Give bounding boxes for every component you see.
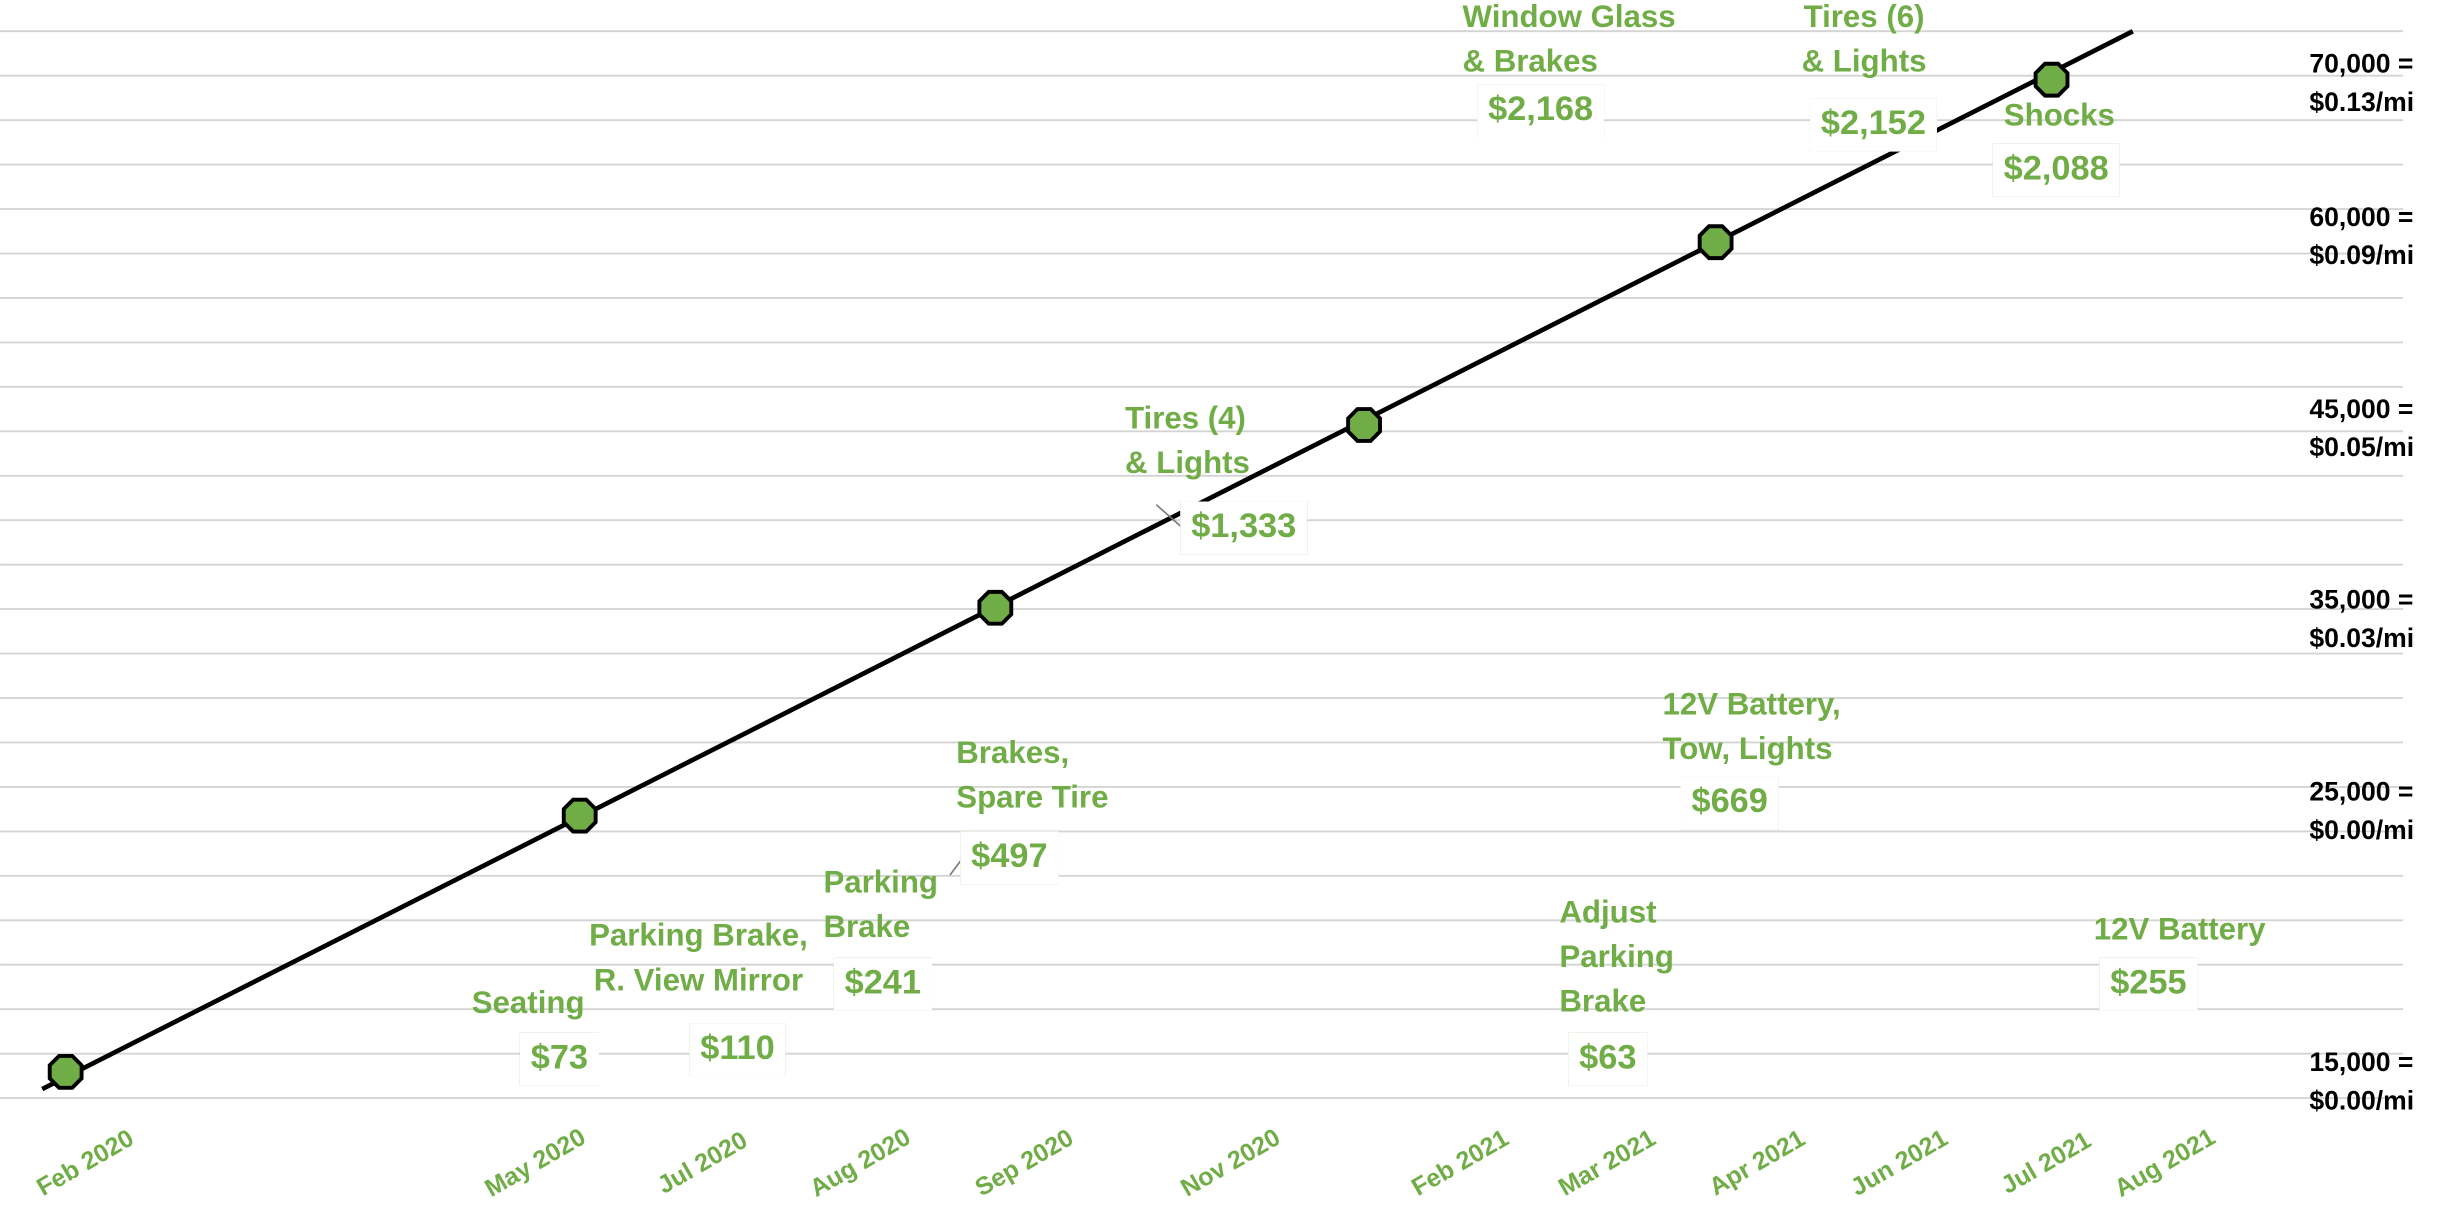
expense-box-face — [519, 1032, 599, 1086]
expense-box: $669 — [1680, 776, 1779, 830]
expense-box: $63 — [1568, 1032, 1648, 1086]
milestone-marker — [1346, 407, 1382, 443]
milestone-label: $0.05/mi — [2309, 432, 2414, 462]
expense-box-face — [689, 1023, 786, 1077]
expense-title: Parking Brake, — [589, 918, 808, 953]
expense-box: $2,088 — [1992, 143, 2120, 197]
milestone-label: 25,000 = — [2309, 777, 2413, 807]
expense-box-face — [2099, 957, 2198, 1011]
x-tick-label: May 2020 — [480, 1123, 590, 1203]
milestone-marker — [2033, 61, 2070, 98]
x-tick-label: Sep 2020 — [970, 1124, 1078, 1202]
expense-box: $255 — [2099, 957, 2198, 1011]
expense-title: Adjust — [1559, 894, 1657, 929]
milestone-marker — [47, 1053, 84, 1090]
expense-title: Tires (6) — [1804, 0, 1925, 34]
expense-title: Parking — [823, 865, 938, 900]
expense-title: Brake — [1559, 983, 1646, 1018]
grid — [0, 30, 2404, 1100]
expense-box-face — [1992, 143, 2120, 197]
x-tick-label: Aug 2021 — [2110, 1123, 2220, 1203]
milestone-label: $0.03/mi — [2309, 623, 2414, 653]
expense-title: Tires (4) — [1125, 401, 1246, 436]
expense-title: Tow, Lights — [1662, 731, 1832, 766]
expense-amount: $1,333 — [1191, 507, 1296, 545]
expense-amount: $2,088 — [2004, 149, 2109, 187]
x-tick-label: Aug 2020 — [805, 1123, 915, 1203]
expense-amount: $110 — [700, 1029, 775, 1067]
expense-box: $1,333 — [1180, 501, 1308, 555]
expense-box: $73 — [519, 1032, 599, 1086]
milestone-label: $0.00/mi — [2309, 815, 2414, 845]
expense-amount: $497 — [971, 837, 1047, 875]
expense-box-face — [1680, 776, 1779, 830]
milestone-label: $0.00/mi — [2309, 1085, 2414, 1115]
expense-title: R. View Mirror — [594, 962, 803, 997]
x-tick-label: Nov 2020 — [1176, 1123, 1285, 1202]
expense-title: & Lights — [1802, 44, 1927, 79]
expense-box-face — [1477, 84, 1605, 138]
trend-line — [41, 29, 2134, 1092]
milestone-label: 45,000 = — [2309, 394, 2413, 424]
milestone-marker — [561, 797, 598, 834]
expense-amount: $73 — [531, 1038, 588, 1076]
expense-box-face — [1809, 98, 1937, 152]
milestone-label: 70,000 = — [2309, 49, 2413, 79]
expense-title: Parking — [1559, 939, 1674, 974]
x-tick-label: Feb 2021 — [1407, 1124, 1514, 1202]
expense-amount: $669 — [1691, 782, 1767, 820]
milestone-label: 60,000 = — [2309, 202, 2413, 232]
x-tick-label: Jul 2021 — [1996, 1126, 2095, 1200]
expense-amount: $255 — [2110, 963, 2186, 1001]
expense-title: Shocks — [2004, 97, 2115, 132]
expense-title: & Brakes — [1462, 44, 1597, 79]
expense-amount: $241 — [845, 963, 921, 1001]
milestone-label: $0.13/mi — [2309, 87, 2414, 117]
milestone-label: 35,000 = — [2309, 585, 2413, 615]
expense-title: Seating — [472, 985, 585, 1020]
expense-amount: $2,152 — [1821, 104, 1926, 142]
milestone-label: 15,000 = — [2309, 1047, 2413, 1077]
x-tick-label: Mar 2021 — [1554, 1124, 1661, 1202]
expense-box: $241 — [833, 957, 932, 1011]
milestone-marker — [1697, 224, 1734, 261]
expense-title: Brake — [823, 909, 910, 944]
expense-title: 12V Battery, — [1662, 686, 1840, 721]
expense-amount: $2,168 — [1488, 90, 1593, 128]
x-tick-label: Apr 2021 — [1704, 1124, 1809, 1201]
expense-box-face — [833, 957, 932, 1011]
expense-box-face — [1568, 1032, 1648, 1086]
milestone-label: $0.09/mi — [2309, 240, 2414, 270]
x-tick-label: Feb 2020 — [32, 1124, 139, 1202]
expense-title: & Lights — [1125, 445, 1250, 480]
expense-box: $2,168 — [1477, 84, 1605, 138]
expense-amount: $63 — [1579, 1038, 1636, 1076]
leader-line — [1155, 504, 1184, 529]
expense-title: Window Glass — [1462, 0, 1675, 34]
expense-box: $497 — [960, 831, 1059, 885]
x-tick-label: Jun 2021 — [1846, 1124, 1953, 1202]
layer: 70,000 = $0.13/mi 60,000 = $0.09/mi 45,000 =… — [32, 0, 2414, 1203]
expense-box-face — [960, 831, 1059, 885]
x-tick-label: Jul 2020 — [653, 1126, 752, 1200]
expense-title: 12V Battery — [2094, 911, 2267, 946]
expense-box-face — [1180, 501, 1308, 555]
expense-box: $110 — [689, 1023, 786, 1077]
expense-title: Spare Tire — [956, 779, 1108, 814]
milestone-marker — [977, 589, 1014, 626]
expense-box: $2,152 — [1809, 98, 1937, 152]
expense-title: Brakes, — [956, 735, 1069, 770]
